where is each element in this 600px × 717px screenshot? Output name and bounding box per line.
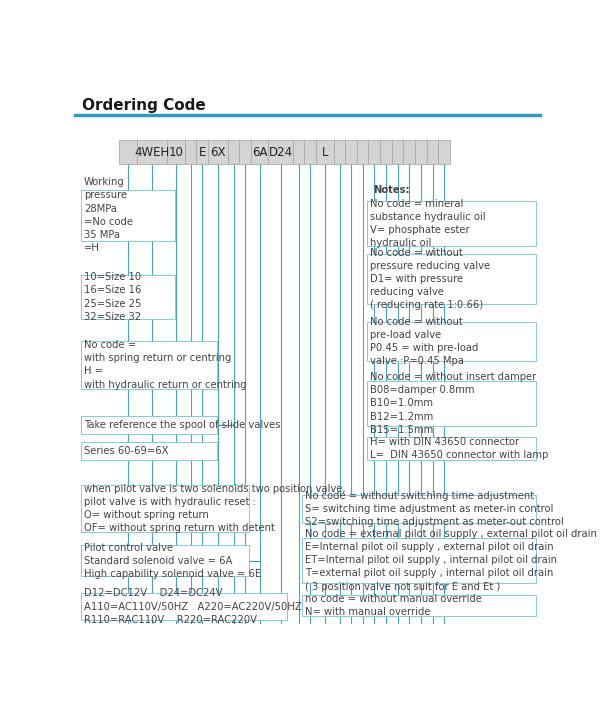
Text: D24: D24 (268, 146, 293, 158)
FancyBboxPatch shape (345, 140, 357, 164)
Text: Pilot control valve
Standard solenoid valve = 6A
High capability solenoid valve : Pilot control valve Standard solenoid va… (84, 543, 261, 579)
FancyBboxPatch shape (316, 140, 334, 164)
FancyBboxPatch shape (438, 140, 450, 164)
FancyBboxPatch shape (239, 140, 251, 164)
FancyBboxPatch shape (80, 341, 217, 389)
FancyBboxPatch shape (415, 140, 427, 164)
Text: No code = without
pre-load valve
P0.45 = with pre-load
valve :P=0.45 Mpa: No code = without pre-load valve P0.45 =… (370, 317, 479, 366)
Text: 10=Size 10
16=Size 16
25=Size 25
32=Size 32: 10=Size 10 16=Size 16 25=Size 25 32=Size… (84, 272, 141, 322)
FancyBboxPatch shape (167, 140, 185, 164)
FancyBboxPatch shape (334, 140, 345, 164)
FancyBboxPatch shape (80, 275, 175, 319)
FancyBboxPatch shape (357, 140, 368, 164)
FancyBboxPatch shape (293, 140, 304, 164)
FancyBboxPatch shape (208, 140, 227, 164)
Text: 6A: 6A (252, 146, 268, 158)
Text: Ordering Code: Ordering Code (82, 98, 206, 113)
Text: No code = without insert damper
B08=damper 0.8mm
B10=1.0mm
B12=1.2mm
B15=1.5mm: No code = without insert damper B08=damp… (370, 372, 536, 435)
Text: no code = without manual override
N= with manual override: no code = without manual override N= wit… (305, 594, 482, 617)
FancyBboxPatch shape (80, 593, 287, 620)
FancyBboxPatch shape (196, 140, 208, 164)
FancyBboxPatch shape (367, 381, 536, 426)
Text: H= with DIN 43650 connector
L=  DIN 43650 connector with lamp: H= with DIN 43650 connector L= DIN 43650… (370, 437, 548, 460)
FancyBboxPatch shape (227, 140, 239, 164)
FancyBboxPatch shape (302, 538, 536, 583)
FancyBboxPatch shape (80, 416, 217, 434)
FancyBboxPatch shape (368, 140, 380, 164)
Text: No code = mineral
substance hydraulic oil
V= phosphate ester
hydraulic oil: No code = mineral substance hydraulic oi… (370, 199, 486, 248)
Text: when pilot valve is two solenoids two position valve,
pilot valve is with hydrau: when pilot valve is two solenoids two po… (84, 483, 346, 533)
Text: No code = without switching time adjustment
S= switching time adjustment as mete: No code = without switching time adjustm… (305, 490, 564, 527)
FancyBboxPatch shape (80, 485, 250, 532)
FancyBboxPatch shape (251, 140, 268, 164)
FancyBboxPatch shape (80, 442, 217, 460)
Text: Take reference the spool of slide valves: Take reference the spool of slide valves (84, 420, 280, 430)
FancyBboxPatch shape (367, 437, 536, 460)
Text: Notes:: Notes: (374, 186, 410, 196)
FancyBboxPatch shape (304, 140, 316, 164)
FancyBboxPatch shape (367, 323, 536, 361)
FancyBboxPatch shape (80, 546, 250, 576)
FancyBboxPatch shape (185, 140, 196, 164)
FancyBboxPatch shape (392, 140, 403, 164)
Text: No code = without
pressure reducing valve
D1= with pressure
reducing valve
( red: No code = without pressure reducing valv… (370, 247, 490, 310)
FancyBboxPatch shape (302, 495, 536, 523)
FancyBboxPatch shape (367, 255, 536, 303)
Text: 10: 10 (169, 146, 184, 158)
Text: L: L (322, 146, 328, 158)
FancyBboxPatch shape (302, 595, 536, 616)
Text: Series 60-69=6X: Series 60-69=6X (84, 446, 169, 456)
Text: E: E (199, 146, 206, 158)
Text: 6X: 6X (210, 146, 226, 158)
Text: 4WEH: 4WEH (134, 146, 170, 158)
FancyBboxPatch shape (427, 140, 438, 164)
FancyBboxPatch shape (380, 140, 392, 164)
FancyBboxPatch shape (119, 140, 137, 164)
FancyBboxPatch shape (403, 140, 415, 164)
Text: Working
pressure
28MPa
=No code
35 MPa
=H: Working pressure 28MPa =No code 35 MPa =… (84, 177, 133, 253)
Text: D12=DC12V    D24=DC24V
A110=AC110V/50HZ   A220=AC220V/50HZ
R110=RAC110V    R220=: D12=DC12V D24=DC24V A110=AC110V/50HZ A22… (84, 589, 301, 625)
FancyBboxPatch shape (80, 190, 175, 241)
FancyBboxPatch shape (367, 201, 536, 246)
FancyBboxPatch shape (137, 140, 167, 164)
Text: No code = external pilot oil supply , external pilot oil drain
E=Internal pilot : No code = external pilot oil supply , ex… (305, 529, 597, 592)
FancyBboxPatch shape (268, 140, 293, 164)
Text: No code =
with spring return or centring
H =
with hydraulic return or centring: No code = with spring return or centring… (84, 340, 247, 389)
